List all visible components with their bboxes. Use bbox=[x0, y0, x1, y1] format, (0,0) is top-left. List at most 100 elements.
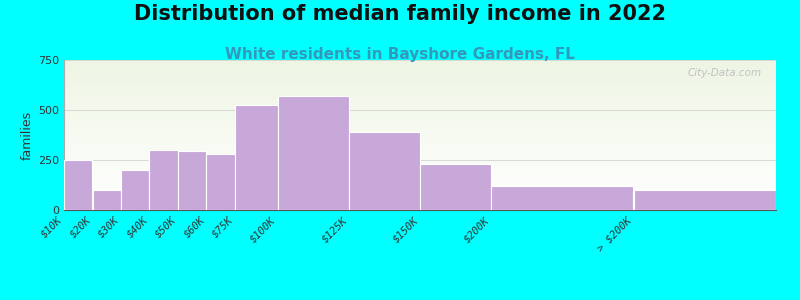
Bar bbox=[64, 160, 776, 162]
Bar bbox=[64, 93, 776, 94]
Bar bbox=[64, 94, 776, 96]
Bar bbox=[64, 200, 776, 201]
Bar bbox=[178, 151, 206, 210]
Bar bbox=[64, 159, 776, 160]
Bar bbox=[64, 204, 776, 206]
Bar bbox=[64, 172, 776, 174]
Bar bbox=[64, 134, 776, 135]
Bar bbox=[64, 180, 776, 182]
Bar bbox=[64, 162, 776, 164]
Bar bbox=[64, 141, 776, 142]
Bar bbox=[64, 81, 776, 82]
Bar bbox=[64, 61, 776, 63]
Bar bbox=[64, 70, 776, 72]
Bar bbox=[64, 174, 776, 176]
Bar bbox=[64, 136, 776, 138]
Bar bbox=[64, 146, 776, 147]
Bar bbox=[64, 153, 776, 154]
Bar bbox=[64, 198, 776, 200]
Bar bbox=[64, 167, 776, 168]
Text: City-Data.com: City-Data.com bbox=[688, 68, 762, 77]
Text: Distribution of median family income in 2022: Distribution of median family income in … bbox=[134, 4, 666, 25]
Bar bbox=[64, 116, 776, 117]
Bar bbox=[64, 202, 776, 204]
Bar bbox=[64, 111, 776, 112]
Bar bbox=[206, 154, 235, 210]
Bar bbox=[64, 147, 776, 148]
Bar bbox=[64, 188, 776, 189]
Bar bbox=[64, 126, 776, 128]
Bar bbox=[64, 96, 776, 98]
Bar bbox=[64, 194, 776, 195]
Bar bbox=[64, 189, 776, 190]
Bar bbox=[64, 100, 776, 102]
Y-axis label: families: families bbox=[21, 110, 34, 160]
Bar bbox=[64, 99, 776, 100]
Bar bbox=[64, 165, 776, 166]
Bar bbox=[634, 190, 776, 210]
Bar bbox=[64, 60, 776, 61]
Bar bbox=[64, 90, 776, 92]
Bar bbox=[64, 102, 776, 104]
Bar bbox=[64, 78, 776, 80]
Bar bbox=[235, 105, 278, 210]
Text: White residents in Bayshore Gardens, FL: White residents in Bayshore Gardens, FL bbox=[225, 46, 575, 62]
Bar bbox=[64, 148, 776, 150]
Bar bbox=[64, 190, 776, 192]
Bar bbox=[64, 82, 776, 84]
Bar bbox=[64, 195, 776, 196]
Bar bbox=[64, 123, 776, 124]
Bar bbox=[64, 98, 776, 99]
Bar bbox=[64, 152, 776, 153]
Bar bbox=[64, 130, 776, 132]
Bar bbox=[64, 124, 776, 126]
Bar bbox=[64, 80, 776, 81]
Bar bbox=[64, 206, 776, 207]
Bar bbox=[121, 170, 150, 210]
Bar bbox=[64, 105, 776, 106]
Bar bbox=[491, 186, 634, 210]
Bar bbox=[93, 190, 121, 210]
Bar bbox=[64, 192, 776, 194]
Bar bbox=[64, 68, 776, 69]
Bar bbox=[64, 118, 776, 120]
Bar bbox=[64, 88, 776, 90]
Bar bbox=[64, 171, 776, 172]
Bar bbox=[64, 85, 776, 87]
Bar bbox=[150, 150, 178, 210]
Bar bbox=[64, 156, 776, 158]
Bar bbox=[64, 72, 776, 74]
Bar bbox=[64, 177, 776, 178]
Bar bbox=[64, 178, 776, 180]
Bar bbox=[64, 76, 776, 78]
Bar bbox=[64, 144, 776, 146]
Bar bbox=[64, 117, 776, 118]
Bar bbox=[64, 140, 776, 141]
Bar bbox=[64, 129, 776, 130]
Bar bbox=[64, 128, 776, 129]
Bar bbox=[64, 84, 776, 86]
Bar bbox=[278, 96, 349, 210]
Bar bbox=[64, 122, 776, 123]
Bar bbox=[64, 135, 776, 136]
Bar bbox=[64, 201, 776, 202]
Bar bbox=[64, 142, 776, 144]
Bar bbox=[64, 75, 776, 76]
Bar bbox=[64, 184, 776, 186]
Bar bbox=[64, 87, 776, 88]
Bar bbox=[349, 132, 420, 210]
Bar bbox=[64, 63, 776, 64]
Bar bbox=[64, 158, 776, 159]
Bar bbox=[64, 207, 776, 208]
Bar bbox=[64, 138, 776, 140]
Bar bbox=[64, 110, 776, 111]
Bar bbox=[64, 64, 776, 66]
Bar bbox=[64, 74, 776, 75]
Bar bbox=[64, 103, 776, 105]
Bar bbox=[64, 106, 776, 108]
Bar bbox=[64, 114, 776, 116]
Bar bbox=[64, 132, 776, 134]
Bar bbox=[64, 196, 776, 198]
Bar bbox=[64, 183, 776, 184]
Bar bbox=[64, 154, 776, 156]
